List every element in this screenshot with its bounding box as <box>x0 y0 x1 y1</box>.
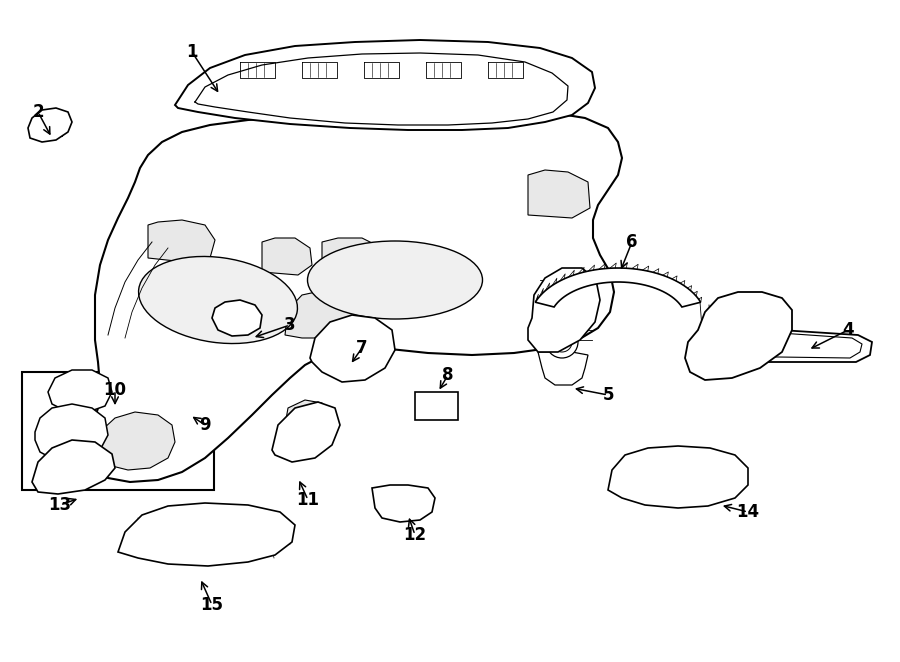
Circle shape <box>546 326 578 358</box>
Text: 9: 9 <box>199 416 211 434</box>
Bar <box>22 372 214 490</box>
Polygon shape <box>310 315 395 382</box>
Circle shape <box>558 338 566 346</box>
Text: 14: 14 <box>736 503 760 521</box>
Polygon shape <box>378 488 428 518</box>
Polygon shape <box>272 402 340 462</box>
Text: 6: 6 <box>626 233 638 251</box>
Polygon shape <box>95 412 175 470</box>
Polygon shape <box>329 357 341 367</box>
Polygon shape <box>285 400 330 440</box>
Polygon shape <box>322 238 385 282</box>
Text: 2: 2 <box>32 103 44 121</box>
Polygon shape <box>352 335 364 345</box>
Polygon shape <box>118 503 295 566</box>
Polygon shape <box>262 238 312 275</box>
Polygon shape <box>536 268 701 307</box>
Polygon shape <box>28 108 72 142</box>
Text: 11: 11 <box>296 491 320 509</box>
Polygon shape <box>420 397 453 415</box>
Polygon shape <box>538 352 588 385</box>
Text: 7: 7 <box>356 339 368 357</box>
Polygon shape <box>32 440 115 494</box>
Text: 3: 3 <box>284 316 296 334</box>
Polygon shape <box>372 485 435 522</box>
Polygon shape <box>685 292 792 380</box>
Polygon shape <box>175 40 595 130</box>
Circle shape <box>428 398 444 414</box>
Text: 13: 13 <box>49 496 72 514</box>
Polygon shape <box>212 300 262 336</box>
Polygon shape <box>285 290 365 338</box>
Polygon shape <box>528 268 600 352</box>
Text: 4: 4 <box>842 321 854 339</box>
Polygon shape <box>329 337 341 347</box>
Polygon shape <box>415 392 458 420</box>
Polygon shape <box>528 170 590 218</box>
Text: 15: 15 <box>201 596 223 614</box>
Polygon shape <box>35 404 108 460</box>
Text: 8: 8 <box>442 366 454 384</box>
Circle shape <box>552 332 572 352</box>
Text: 1: 1 <box>186 43 198 61</box>
Text: 12: 12 <box>403 526 427 544</box>
Polygon shape <box>352 355 364 365</box>
Circle shape <box>432 402 440 410</box>
Polygon shape <box>688 330 872 362</box>
Polygon shape <box>90 110 622 482</box>
Polygon shape <box>148 220 215 262</box>
Ellipse shape <box>139 256 297 344</box>
Polygon shape <box>218 312 255 330</box>
Text: 5: 5 <box>602 386 614 404</box>
Text: 10: 10 <box>104 381 127 399</box>
Polygon shape <box>48 370 112 412</box>
Ellipse shape <box>308 241 482 319</box>
Polygon shape <box>608 446 748 508</box>
